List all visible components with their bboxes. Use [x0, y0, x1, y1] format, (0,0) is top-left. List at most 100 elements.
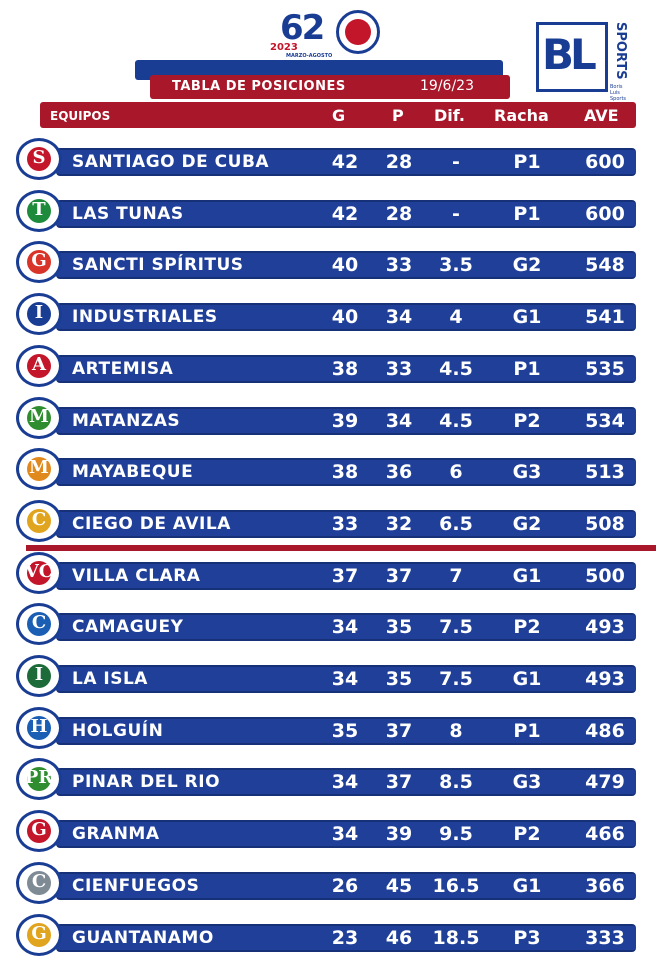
- games-won: 34: [331, 668, 359, 690]
- team-name: CIENFUEGOS: [72, 876, 200, 896]
- team-logo-icon: I: [16, 655, 62, 697]
- games-won: 38: [331, 461, 359, 483]
- games-behind: 7: [449, 565, 463, 587]
- average: 479: [585, 771, 625, 793]
- streak: G1: [512, 565, 542, 587]
- federation-emblem-icon: [336, 10, 380, 54]
- team-logo-icon: VC: [16, 552, 62, 594]
- row-bar: [56, 562, 636, 590]
- streak: G1: [512, 875, 542, 897]
- table-row: G GRANMA 34 39 9.5 P2 466: [0, 806, 668, 856]
- streak: P2: [513, 616, 541, 638]
- streak: P3: [513, 927, 541, 949]
- table-row: I LA ISLA 34 35 7.5 G1 493: [0, 651, 668, 701]
- games-won: 23: [331, 927, 359, 949]
- row-bar: [56, 924, 636, 952]
- team-logo-icon: H: [16, 707, 62, 749]
- team-logo-icon: I: [16, 293, 62, 335]
- games-behind: 7.5: [439, 616, 473, 638]
- sponsor-credit: Boris Luis Sports: [610, 84, 627, 102]
- row-bar: [56, 665, 636, 693]
- games-behind: 9.5: [439, 823, 473, 845]
- series-year: 2023: [270, 42, 298, 53]
- row-bar: [56, 407, 636, 435]
- title-bar: TABLA DE POSICIONES 19/6/23: [150, 75, 510, 99]
- games-lost: 34: [385, 306, 413, 328]
- row-bar: [56, 251, 636, 279]
- games-behind: 8.5: [439, 771, 473, 793]
- team-name: CAMAGUEY: [72, 617, 184, 637]
- table-row: I INDUSTRIALES 40 34 4 G1 541: [0, 289, 668, 339]
- games-won: 39: [331, 410, 359, 432]
- games-won: 34: [331, 616, 359, 638]
- table-row: C CIENFUEGOS 26 45 16.5 G1 366: [0, 858, 668, 908]
- games-won: 42: [331, 203, 359, 225]
- sponsor-word: SPORTS: [613, 22, 628, 80]
- games-lost: 37: [385, 720, 413, 742]
- row-bar: [56, 768, 636, 796]
- table-row: C CAMAGUEY 34 35 7.5 P2 493: [0, 599, 668, 649]
- col-g: G: [332, 106, 346, 125]
- team-name: ARTEMISA: [72, 359, 174, 379]
- games-behind: -: [452, 151, 460, 173]
- average: 513: [585, 461, 625, 483]
- table-row: G SANCTI SPÍRITUS 40 33 3.5 G2 548: [0, 237, 668, 287]
- games-lost: 28: [385, 151, 413, 173]
- games-behind: 18.5: [432, 927, 480, 949]
- table-row: M MAYABEQUE 38 36 6 G3 513: [0, 444, 668, 494]
- games-behind: 8: [449, 720, 463, 742]
- games-lost: 46: [385, 927, 413, 949]
- row-bar: [56, 148, 636, 176]
- games-lost: 28: [385, 203, 413, 225]
- streak: G2: [512, 513, 542, 535]
- games-lost: 35: [385, 616, 413, 638]
- games-won: 42: [331, 151, 359, 173]
- streak: G3: [512, 461, 542, 483]
- games-lost: 39: [385, 823, 413, 845]
- average: 600: [585, 151, 625, 173]
- average: 486: [585, 720, 625, 742]
- row-bar: [56, 820, 636, 848]
- team-logo-icon: T: [16, 190, 62, 232]
- team-logo-icon: S: [16, 138, 62, 180]
- team-logo-icon: C: [16, 603, 62, 645]
- games-lost: 33: [385, 254, 413, 276]
- streak: G1: [512, 668, 542, 690]
- series-subtitle: MARZO-AGOSTO: [286, 53, 333, 59]
- team-name: INDUSTRIALES: [72, 307, 218, 327]
- average: 500: [585, 565, 625, 587]
- page-title: TABLA DE POSICIONES: [172, 79, 346, 94]
- streak: P2: [513, 823, 541, 845]
- playoff-cut-line: [26, 545, 656, 551]
- team-logo-icon: PR: [16, 758, 62, 800]
- row-bar: [56, 717, 636, 745]
- team-logo-icon: C: [16, 500, 62, 542]
- games-won: 34: [331, 823, 359, 845]
- row-bar: [56, 613, 636, 641]
- row-bar: [56, 303, 636, 331]
- streak: P1: [513, 720, 541, 742]
- games-won: 40: [331, 254, 359, 276]
- average: 493: [585, 616, 625, 638]
- team-name: VILLA CLARA: [72, 566, 201, 586]
- streak: P2: [513, 410, 541, 432]
- games-won: 37: [331, 565, 359, 587]
- team-logo-icon: G: [16, 810, 62, 852]
- average: 541: [585, 306, 625, 328]
- streak: G1: [512, 306, 542, 328]
- col-racha: Racha: [494, 106, 549, 125]
- team-name: SANTIAGO DE CUBA: [72, 152, 270, 172]
- average: 535: [585, 358, 625, 380]
- row-bar: [56, 510, 636, 538]
- table-row: VC VILLA CLARA 37 37 7 G1 500: [0, 548, 668, 598]
- page-header: 62 2023 MARZO-AGOSTO BL SPORTS Boris Lui…: [0, 0, 668, 102]
- games-behind: 4.5: [439, 358, 473, 380]
- games-won: 33: [331, 513, 359, 535]
- team-name: GRANMA: [72, 824, 160, 844]
- games-won: 38: [331, 358, 359, 380]
- average: 600: [585, 203, 625, 225]
- table-row: H HOLGUÍN 35 37 8 P1 486: [0, 703, 668, 753]
- team-logo-icon: G: [16, 914, 62, 956]
- table-row: S SANTIAGO DE CUBA 42 28 - P1 600: [0, 134, 668, 184]
- table-row: G GUANTANAMO 23 46 18.5 P3 333: [0, 910, 668, 960]
